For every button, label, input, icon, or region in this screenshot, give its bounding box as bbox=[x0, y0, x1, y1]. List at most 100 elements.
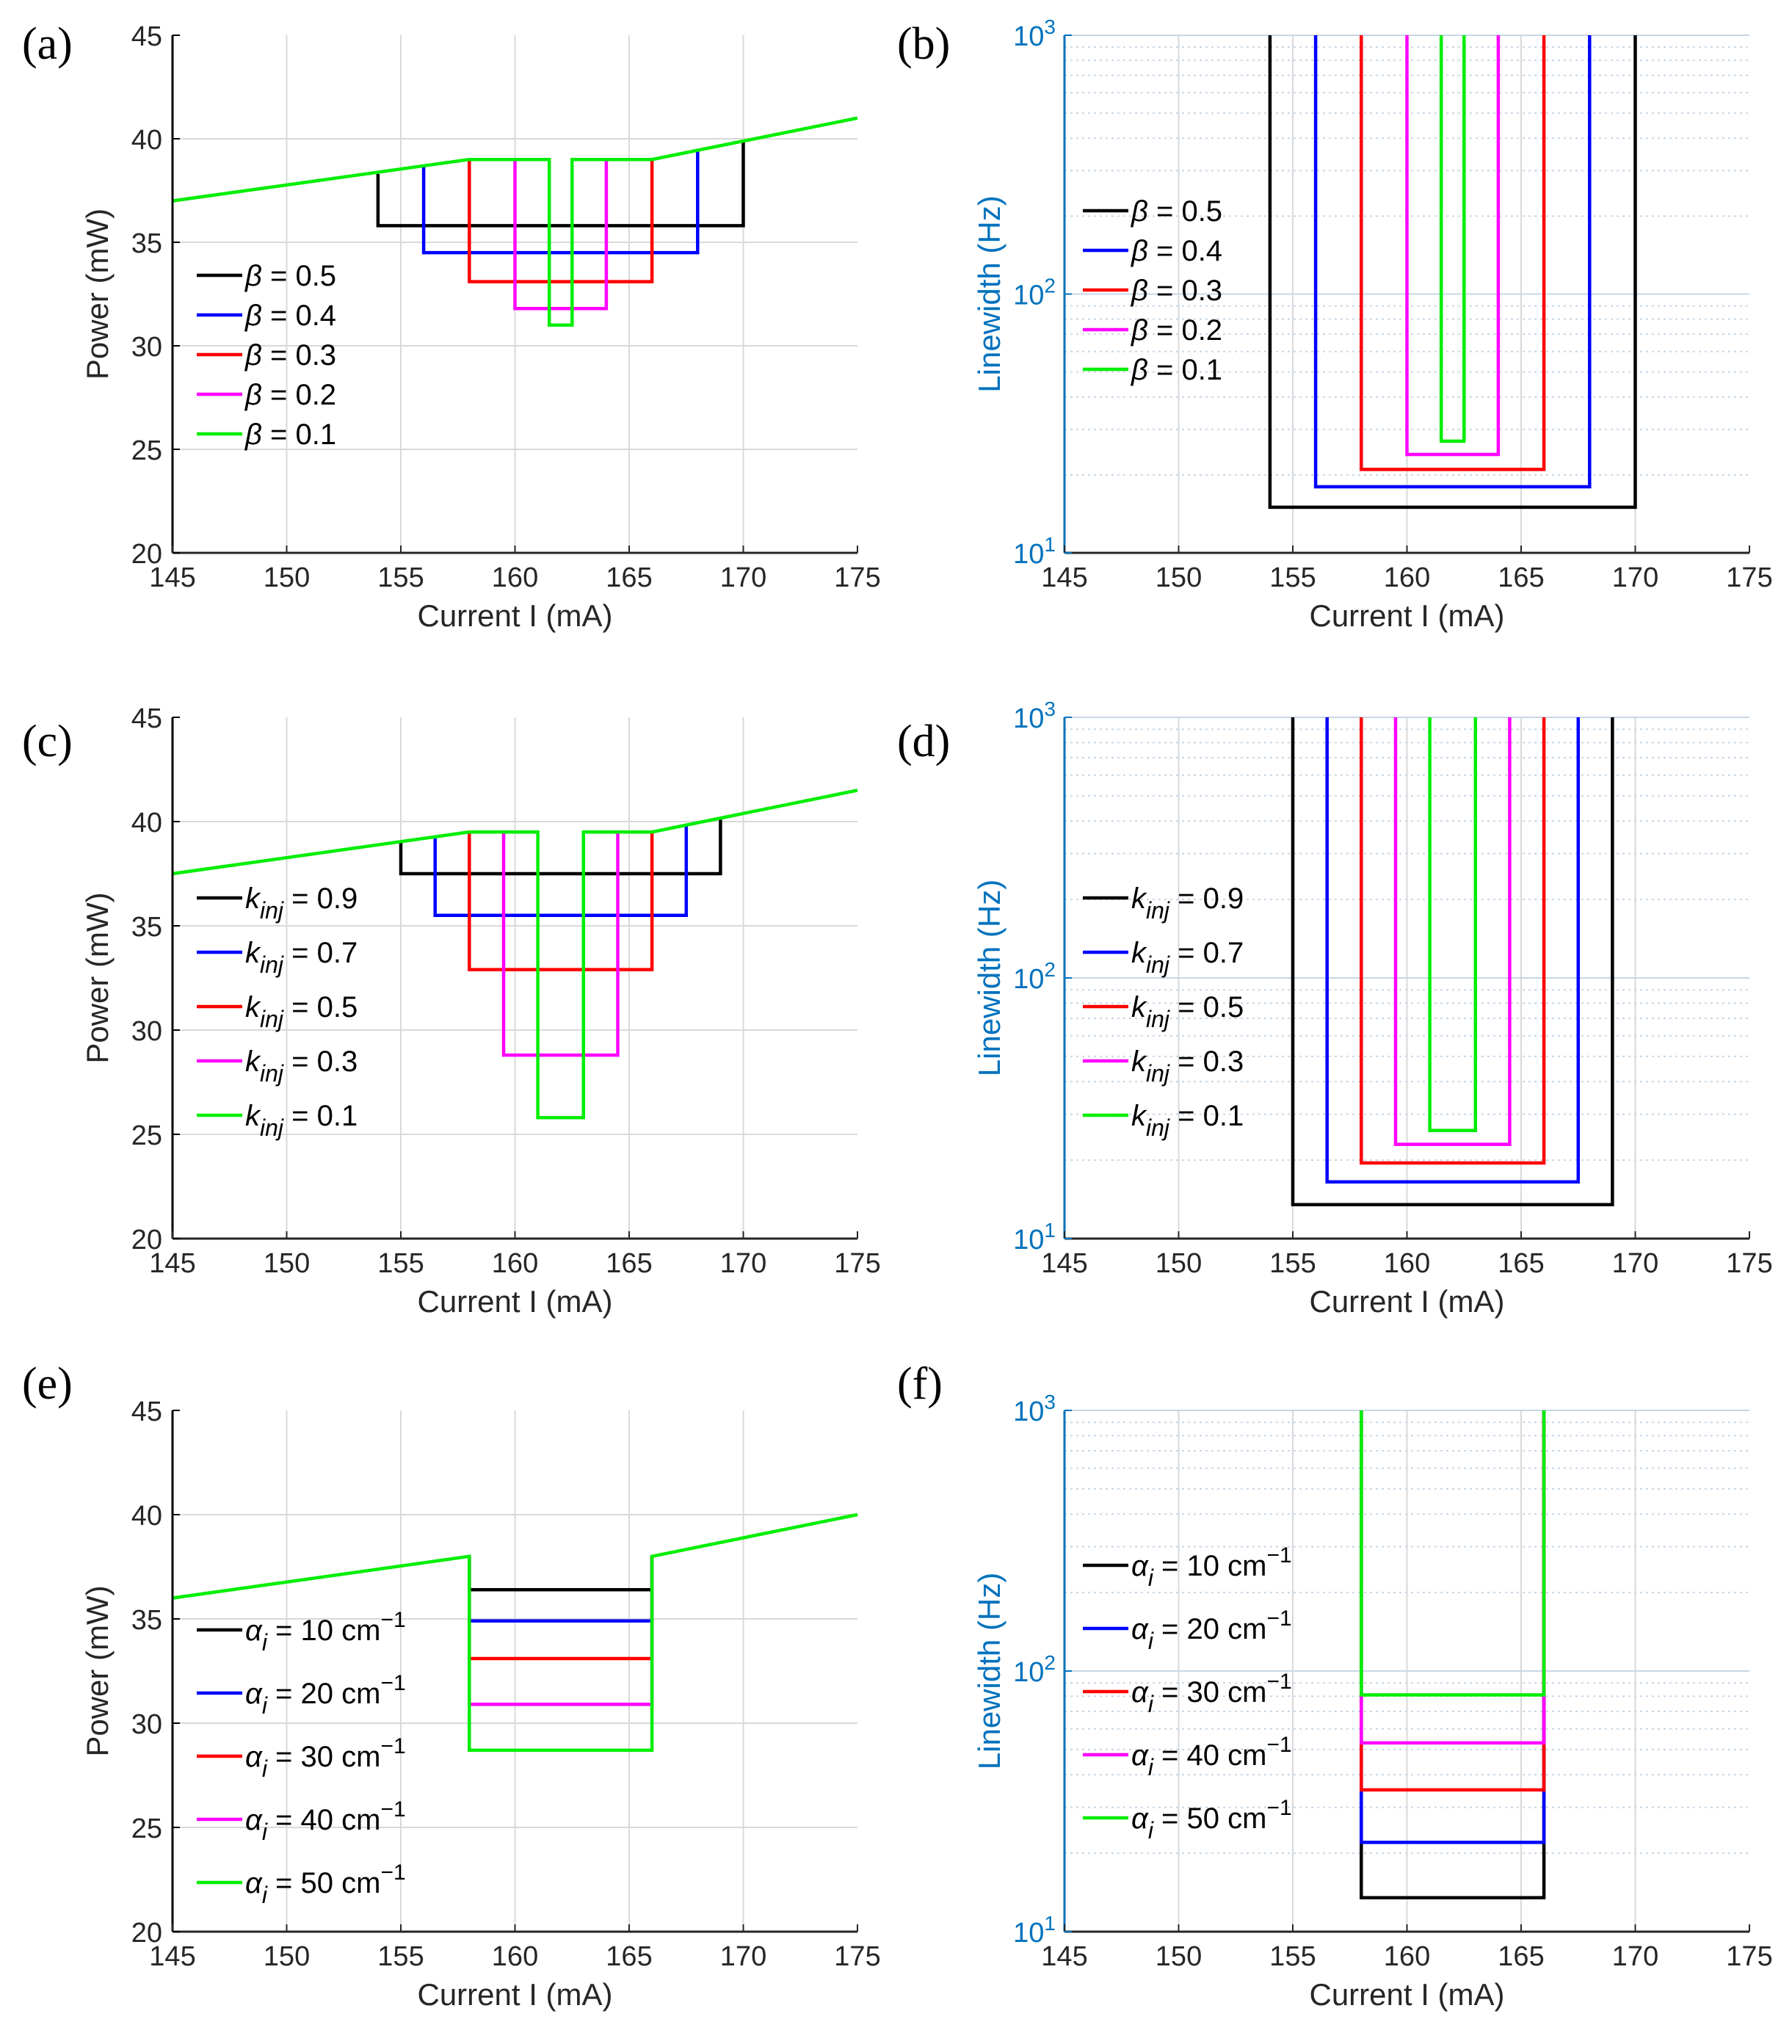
series-line bbox=[513, 159, 609, 311]
legend-symbol: α bbox=[245, 1804, 263, 1836]
series-line bbox=[172, 116, 858, 327]
x-axis-label: Current I (mA) bbox=[417, 1977, 612, 2012]
x-tick-label: 150 bbox=[1156, 1248, 1202, 1279]
x-tick-label: 165 bbox=[1498, 1941, 1544, 1972]
legend-value: = 50 cm bbox=[267, 1867, 381, 1899]
series-line bbox=[468, 159, 654, 283]
x-tick-label: 145 bbox=[1041, 562, 1087, 593]
legend-entry: β = 0.5 bbox=[244, 260, 336, 292]
legend-subscript: i bbox=[1148, 1691, 1154, 1717]
x-tick-label: 145 bbox=[1041, 1941, 1087, 1972]
legend-subscript: i bbox=[262, 1629, 268, 1656]
grid bbox=[1064, 717, 1749, 1239]
panel-d: (d)145 150 155 160 165 170 175101102103Current… bbox=[897, 697, 1773, 1319]
x-tick-label: 155 bbox=[1269, 1248, 1316, 1279]
x-tick-label: 170 bbox=[1612, 562, 1658, 593]
x-tick-label: 165 bbox=[1498, 1248, 1544, 1279]
legend-value: = 40 cm bbox=[267, 1804, 381, 1836]
panel-f: (f)145 150 155 160 165 170 175101102103Current… bbox=[897, 1359, 1773, 2012]
x-tick-label: 165 bbox=[606, 1941, 652, 1972]
x-tick-label: 155 bbox=[377, 1941, 424, 1972]
legend-subscript: inj bbox=[1146, 1115, 1170, 1141]
legend-value: = 0.7 bbox=[283, 937, 358, 969]
series-line bbox=[1325, 717, 1581, 1184]
series-line bbox=[172, 1512, 858, 1753]
series-line bbox=[1360, 1410, 1546, 1899]
y-tick-base: 10 bbox=[1013, 1225, 1044, 1255]
y-tick-exp: 3 bbox=[1044, 15, 1056, 38]
legend-symbol: α bbox=[1131, 1613, 1149, 1645]
series-line bbox=[1360, 717, 1546, 1165]
y-tick-label: 25 bbox=[131, 435, 162, 466]
legend-symbol: α bbox=[245, 1741, 263, 1773]
y-tick-label: 35 bbox=[131, 912, 162, 943]
legend-symbol: β bbox=[1131, 314, 1148, 347]
legend-value: = 20 cm bbox=[1153, 1613, 1267, 1645]
legend-superscript: −1 bbox=[1266, 1796, 1291, 1820]
y-tick-exp: 2 bbox=[1044, 958, 1056, 981]
legend-entry: β = 0.2 bbox=[244, 379, 336, 411]
x-tick-label: 175 bbox=[834, 562, 880, 593]
panel-a: (a) 145 150 155 160 165 170 175 20 25 30 35 40 45 Curr… bbox=[22, 19, 881, 633]
legend-value: = 0.3 bbox=[1169, 1045, 1244, 1078]
x-tick-label: 150 bbox=[1156, 562, 1202, 593]
series-line bbox=[1439, 35, 1466, 443]
legend-symbol: β bbox=[244, 379, 262, 411]
legend-entry: β = 0.4 bbox=[1131, 235, 1222, 267]
legend-symbol: β bbox=[1131, 275, 1148, 307]
y-tick-label: 102 bbox=[1013, 958, 1056, 995]
x-tick-label: 175 bbox=[1726, 1941, 1772, 1972]
legend-value: = 0.5 bbox=[1169, 991, 1244, 1023]
legend-entry: β = 0.1 bbox=[1131, 354, 1222, 386]
legend-symbol: α bbox=[1131, 1802, 1149, 1835]
x-tick-label: 160 bbox=[1384, 562, 1430, 593]
x-tick-label: 150 bbox=[264, 1941, 310, 1972]
legend-entry: kinj = 0.1 bbox=[245, 1100, 358, 1141]
legend-entry: αi = 20 cm−1 bbox=[245, 1671, 406, 1719]
panel-label: (e) bbox=[22, 1359, 73, 1409]
y-tick-label: 30 bbox=[131, 332, 162, 363]
series-line bbox=[1268, 35, 1637, 510]
legend-entry: kinj = 0.1 bbox=[1131, 1100, 1244, 1141]
y-axis-label: Power (mW) bbox=[80, 1585, 115, 1756]
y-tick-label: 103 bbox=[1013, 1391, 1056, 1427]
legend-entry: kinj = 0.7 bbox=[1131, 937, 1244, 978]
y-tick-label: 35 bbox=[131, 1605, 162, 1636]
y-tick-base: 10 bbox=[1013, 1918, 1044, 1949]
x-tick-label: 170 bbox=[720, 562, 766, 593]
series-line bbox=[433, 825, 689, 918]
legend-symbol: α bbox=[245, 1867, 263, 1899]
x-tick-label: 165 bbox=[1498, 562, 1544, 593]
series-line bbox=[501, 832, 620, 1057]
x-tick-label: 150 bbox=[264, 1248, 310, 1279]
series-line bbox=[421, 151, 700, 255]
grid bbox=[173, 717, 857, 1239]
series-line bbox=[1405, 35, 1501, 457]
series-line bbox=[1393, 717, 1512, 1146]
x-tick-label: 155 bbox=[1269, 562, 1316, 593]
legend-value: = 30 cm bbox=[1153, 1676, 1267, 1708]
x-axis-label: Current I (mA) bbox=[417, 598, 612, 633]
y-tick-exp: 2 bbox=[1044, 1651, 1056, 1674]
legend-entry: β = 0.3 bbox=[244, 339, 336, 372]
y-tick-label: 30 bbox=[131, 1709, 162, 1740]
legend-entry: β = 0.5 bbox=[1131, 195, 1222, 228]
y-tick-label: 101 bbox=[1013, 1912, 1056, 1949]
y-tick-label: 102 bbox=[1013, 1651, 1056, 1688]
legend-subscript: i bbox=[262, 1692, 268, 1719]
legend-value: = 0.3 bbox=[1148, 275, 1222, 307]
x-tick-label: 160 bbox=[492, 562, 538, 593]
legend-subscript: inj bbox=[1146, 952, 1170, 978]
legend-symbol: α bbox=[1131, 1739, 1149, 1772]
legend-symbol: k bbox=[1131, 991, 1147, 1023]
legend: αi = 10 cm−1αi = 20 cm−1αi = 30 cm−1αi =… bbox=[197, 1608, 406, 1908]
legend-subscript: inj bbox=[1146, 897, 1170, 924]
legend-symbol: α bbox=[245, 1678, 263, 1710]
y-tick-label: 45 bbox=[131, 703, 162, 734]
series-line bbox=[172, 789, 858, 1120]
panel-label: (d) bbox=[897, 717, 950, 766]
legend-value: = 0.7 bbox=[1169, 937, 1244, 969]
series-line bbox=[376, 140, 745, 228]
x-tick-label: 155 bbox=[377, 562, 424, 593]
